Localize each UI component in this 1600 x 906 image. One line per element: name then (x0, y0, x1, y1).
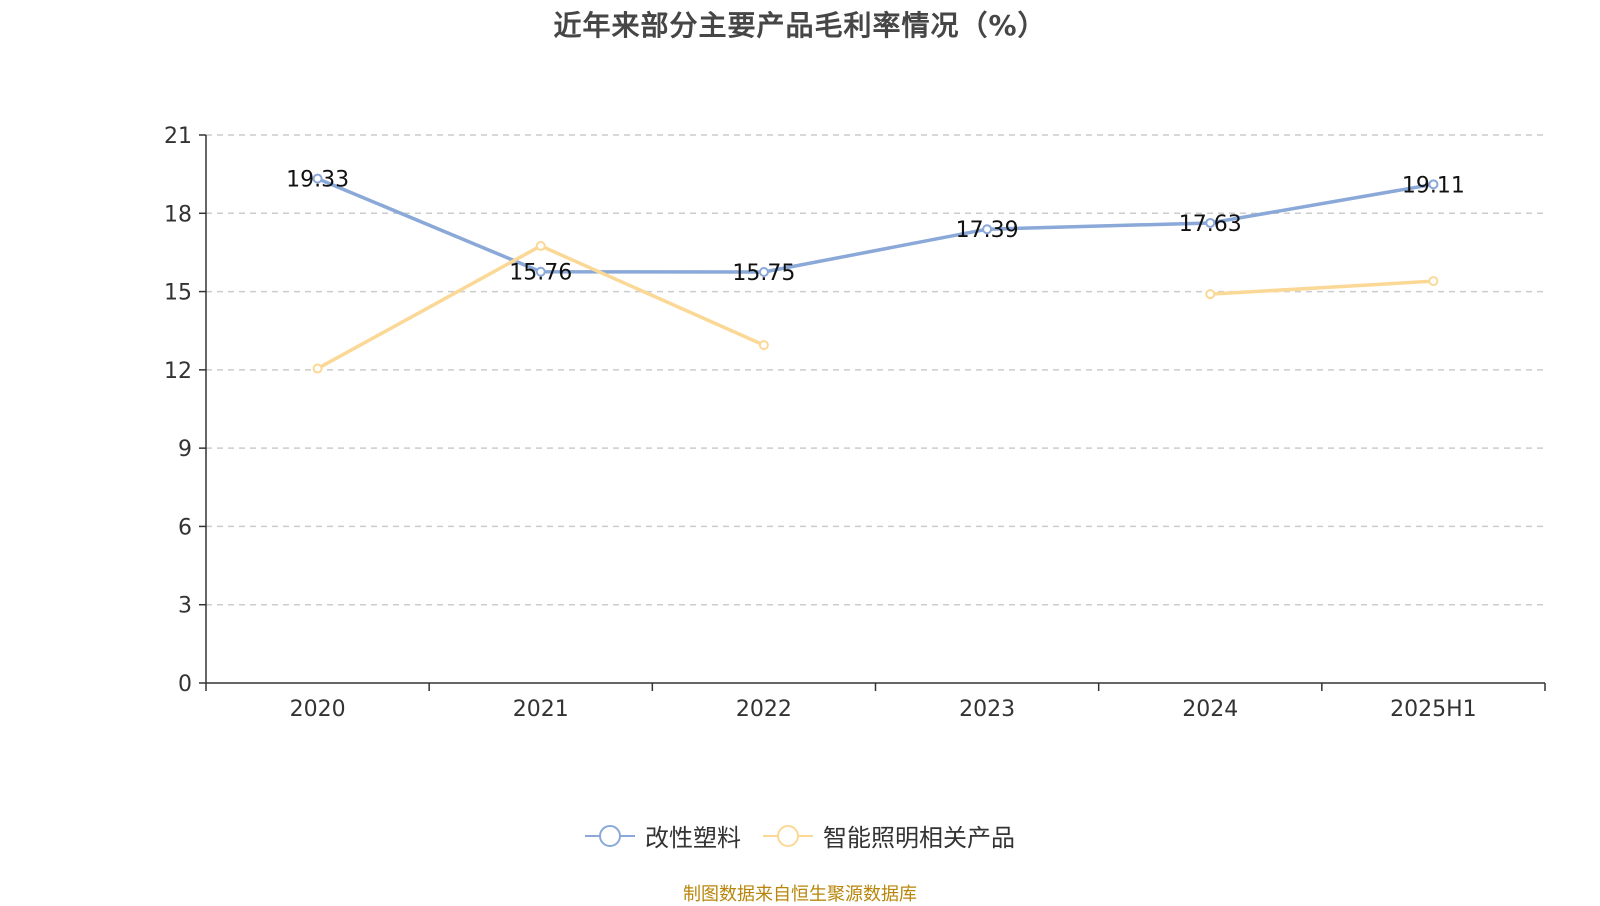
x-tick-label: 2023 (959, 697, 1015, 722)
data-point (312, 173, 323, 184)
data-point (982, 224, 993, 235)
legend-item-series-0[interactable]: 改性塑料 (585, 818, 741, 853)
data-point (1428, 179, 1439, 190)
y-tick-label: 18 (164, 202, 192, 227)
legend: 改性塑料 智能照明相关产品 (0, 818, 1600, 853)
line-chart: 0 3 6 9 12 15 18 21 2020 2021 2022 2023 2024 2025H1 1… (164, 124, 1546, 722)
data-point (312, 363, 323, 374)
y-tick-label: 0 (178, 672, 192, 697)
y-tick-label: 12 (164, 359, 192, 384)
x-tick-label: 2021 (513, 697, 569, 722)
legend-item-series-1[interactable]: 智能照明相关产品 (763, 818, 1015, 853)
data-label: 15.76 (509, 261, 572, 286)
series-line-1 (1210, 279, 1434, 296)
data-point (1205, 217, 1216, 228)
data-point (535, 240, 546, 251)
x-tick-label: 2022 (736, 697, 792, 722)
series-layer (312, 173, 1439, 374)
data-point (535, 266, 546, 277)
data-label: 17.63 (1179, 212, 1242, 237)
data-point (758, 340, 769, 351)
data-label: 15.75 (732, 261, 795, 286)
grid-layer (206, 134, 1545, 606)
label-layer: 19.33 15.76 15.75 17.39 17.63 19.11 (286, 168, 1465, 286)
y-tick-label: 6 (178, 515, 192, 540)
y-tick-label: 3 (178, 594, 192, 619)
data-point (758, 267, 769, 277)
y-tick-label: 9 (178, 437, 192, 462)
axis-layer: 0 3 6 9 12 15 18 21 2020 2021 2022 2023 2024 2025H1 (164, 124, 1546, 722)
data-point (1428, 276, 1439, 287)
legend-label: 改性塑料 (645, 824, 741, 852)
data-label: 17.39 (956, 218, 1019, 243)
x-tick-label: 2025H1 (1390, 697, 1477, 722)
x-tick-label: 2024 (1182, 697, 1238, 722)
data-label: 19.11 (1402, 173, 1465, 198)
legend-marker-icon (763, 824, 813, 847)
source-note: 制图数据来自恒生聚源数据库 (683, 884, 917, 905)
chart-title: 近年来部分主要产品毛利率情况（%） (553, 9, 1047, 42)
legend-label: 智能照明相关产品 (823, 824, 1015, 852)
legend-marker-icon (585, 824, 635, 847)
x-tick-label: 2020 (290, 697, 346, 722)
data-point (1205, 289, 1216, 300)
y-tick-label: 15 (164, 281, 192, 306)
data-label: 19.33 (286, 168, 349, 193)
y-tick-label: 21 (164, 124, 192, 149)
series-line-0 (316, 176, 1434, 274)
